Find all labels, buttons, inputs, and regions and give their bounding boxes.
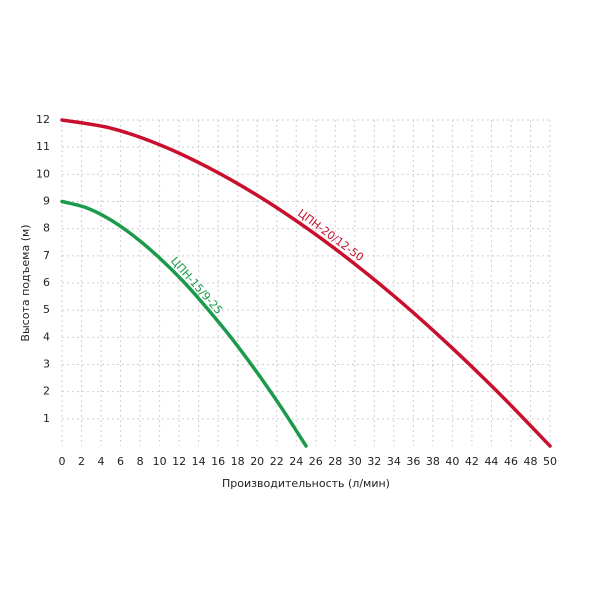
- x-tick-label: 50: [543, 455, 557, 468]
- x-tick-label: 10: [153, 455, 167, 468]
- y-tick-label: 1: [43, 412, 50, 425]
- x-tick-label: 44: [484, 455, 498, 468]
- x-tick-label: 6: [117, 455, 124, 468]
- x-tick-label: 24: [289, 455, 303, 468]
- y-tick-label: 7: [43, 249, 50, 262]
- x-tick-label: 18: [231, 455, 245, 468]
- x-tick-label: 36: [406, 455, 420, 468]
- x-tick-label: 16: [211, 455, 225, 468]
- y-tick-label: 8: [43, 222, 50, 235]
- x-tick-label: 2: [78, 455, 85, 468]
- curve-label: ЦПН-15/9-25: [168, 254, 225, 316]
- x-tick-label: 20: [250, 455, 264, 468]
- x-tick-label: 26: [309, 455, 323, 468]
- y-tick-label: 9: [43, 195, 50, 208]
- curve-label: ЦПН-20/12-50: [295, 207, 366, 264]
- x-tick-label: 12: [172, 455, 186, 468]
- x-tick-label: 42: [465, 455, 479, 468]
- y-tick-label: 5: [43, 303, 50, 316]
- x-axis-title: Производительность (л/мин): [222, 477, 390, 490]
- x-tick-label: 34: [387, 455, 401, 468]
- x-tick-label: 32: [367, 455, 381, 468]
- x-tick-label: 46: [504, 455, 518, 468]
- x-tick-label: 0: [59, 455, 66, 468]
- y-tick-label: 4: [43, 330, 50, 343]
- y-tick-label: 11: [36, 140, 50, 153]
- x-tick-label: 48: [523, 455, 537, 468]
- y-tick-label: 10: [36, 167, 50, 180]
- x-tick-label: 14: [192, 455, 206, 468]
- curve: [60, 199, 308, 448]
- x-tick-label: 30: [348, 455, 362, 468]
- x-tick-label: 22: [270, 455, 284, 468]
- y-tick-label: 3: [43, 358, 50, 371]
- x-tick-label: 40: [445, 455, 459, 468]
- y-tick-label: 2: [43, 385, 50, 398]
- y-axis-title: Высота подъема (м): [19, 224, 32, 341]
- curve: [60, 118, 552, 448]
- x-tick-label: 4: [98, 455, 105, 468]
- x-tick-label: 38: [426, 455, 440, 468]
- x-tick-label: 8: [137, 455, 144, 468]
- y-tick-label: 12: [36, 113, 50, 126]
- y-tick-label: 6: [43, 276, 50, 289]
- x-tick-label: 28: [328, 455, 342, 468]
